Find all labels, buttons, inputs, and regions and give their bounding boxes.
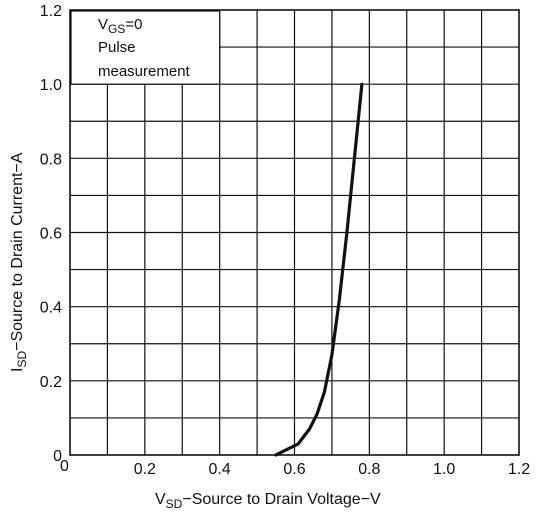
y-axis-title: ISD−Source to Drain Current−A [9,152,29,372]
legend-line-measurement: measurement [98,63,191,80]
series-curve [274,82,364,457]
x-tick-label: 1.0 [433,461,455,478]
y-tick-label: 0.8 [40,151,62,168]
y-tick-label: 0 [53,448,62,465]
y-tick-label: 0.2 [40,374,62,391]
grid-layer [70,10,519,455]
y-tick-label: 1.2 [40,3,62,20]
plot-frame [69,9,520,456]
x-tick-label: 0.4 [209,461,231,478]
y-tick-labels: 0 0.2 0.4 0.6 0.8 1.0 1.2 [40,3,62,465]
y-tick-label: 0.6 [40,226,62,243]
x-tick-labels: 0.2 0.4 0.6 0.8 1.0 1.2 [134,461,531,478]
x-axis-title: VSD−Source to Drain Voltage−V [155,491,381,511]
y-tick-label: 1.0 [40,77,62,94]
legend-line-pulse: Pulse [98,39,136,56]
x-tick-label: 0.2 [134,461,156,478]
series-layer [274,82,364,457]
y-tick-label: 0.4 [40,300,62,317]
legend-line-vgs: VGS=0 [98,16,142,36]
origin-x-label: 0 [60,458,69,475]
x-tick-label: 1.2 [508,461,530,478]
x-tick-label: 0.6 [283,461,305,478]
legend-box [70,10,221,85]
x-tick-label: 0.8 [358,461,380,478]
